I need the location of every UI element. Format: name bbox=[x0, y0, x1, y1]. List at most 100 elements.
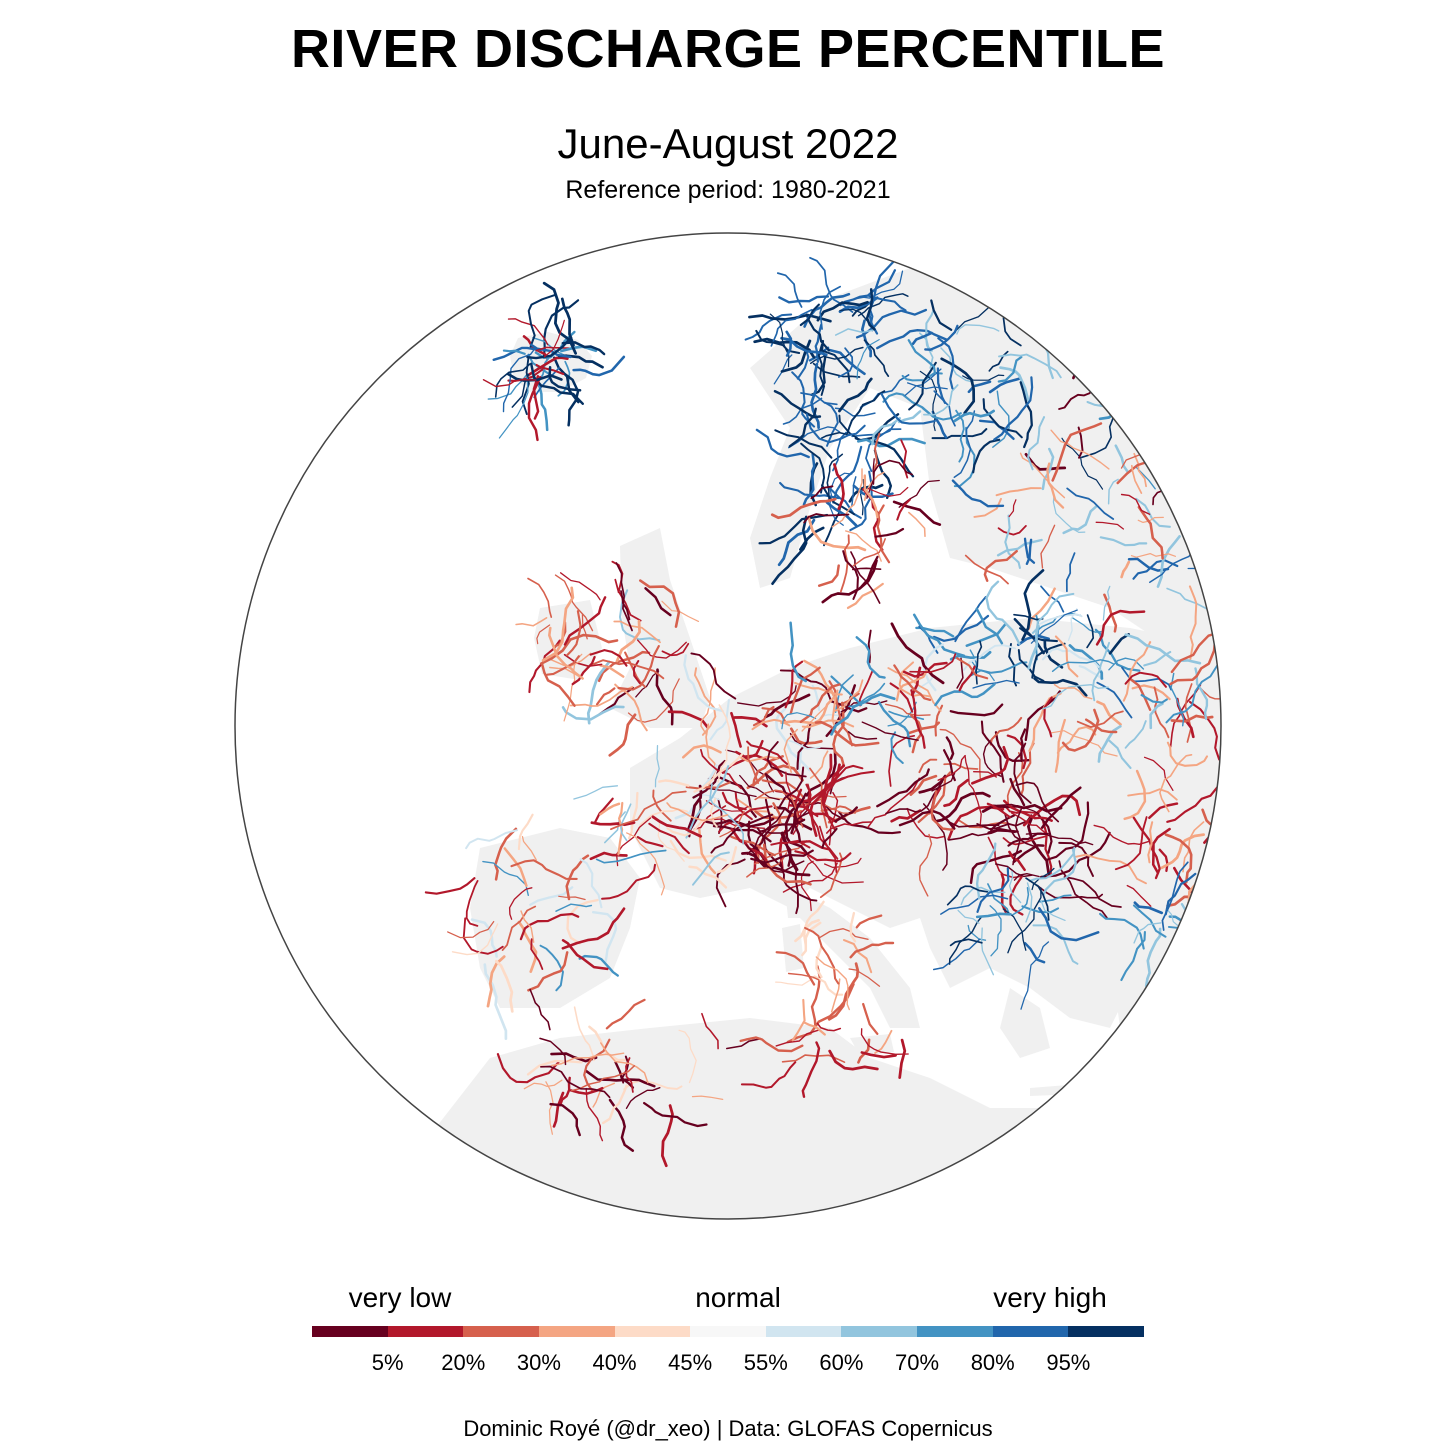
river-segment bbox=[975, 912, 1012, 919]
river-segment bbox=[715, 858, 746, 908]
river-segment bbox=[1047, 286, 1060, 317]
river-segment bbox=[890, 809, 922, 823]
river-segment bbox=[845, 530, 882, 562]
river-segment bbox=[989, 716, 1023, 746]
river-segment bbox=[515, 617, 548, 627]
river-segment bbox=[821, 764, 864, 799]
river-segment bbox=[802, 452, 816, 506]
river-segment bbox=[595, 687, 616, 706]
river-segment bbox=[740, 1061, 797, 1089]
river-segment bbox=[589, 851, 628, 861]
river-segment bbox=[1043, 696, 1053, 738]
river-segment bbox=[922, 803, 948, 871]
river-segment bbox=[949, 650, 992, 661]
river-segment bbox=[851, 476, 857, 508]
legend-tick-label: 40% bbox=[592, 1350, 637, 1375]
river-segment bbox=[1199, 686, 1221, 705]
river-segment bbox=[709, 797, 718, 828]
river-segment bbox=[683, 654, 724, 713]
river-segment bbox=[1147, 327, 1171, 367]
river-segment bbox=[502, 349, 526, 355]
river-segment bbox=[755, 329, 801, 355]
river-segment bbox=[721, 791, 747, 811]
river-segment bbox=[1083, 280, 1113, 342]
river-segment bbox=[1046, 801, 1090, 861]
river-segment bbox=[1156, 296, 1170, 363]
map-subtitle: June-August 2022 bbox=[557, 120, 899, 167]
legend-tick-label: 30% bbox=[516, 1350, 561, 1375]
river-segment bbox=[953, 409, 995, 423]
river-segment bbox=[532, 336, 569, 358]
river-segment bbox=[833, 679, 864, 713]
river-segment bbox=[1066, 487, 1115, 520]
river-segment bbox=[1019, 381, 1033, 449]
river-segment bbox=[615, 562, 633, 632]
river-segment bbox=[635, 670, 660, 698]
river-segment bbox=[627, 678, 680, 723]
river-segment bbox=[1096, 681, 1133, 719]
river-segment bbox=[1153, 686, 1170, 739]
river-segment bbox=[539, 944, 564, 992]
river-segment bbox=[503, 847, 528, 887]
river-segment bbox=[857, 293, 909, 317]
river-segment bbox=[579, 858, 603, 909]
river-segment bbox=[971, 745, 1010, 785]
legend-swatch bbox=[387, 1326, 464, 1337]
river-segment bbox=[747, 820, 770, 868]
legend-swatch bbox=[917, 1326, 993, 1337]
river-segment bbox=[1058, 860, 1108, 919]
river-segment bbox=[549, 652, 592, 667]
river-segment bbox=[983, 549, 1018, 582]
river-segment bbox=[739, 774, 780, 801]
river-segment bbox=[907, 339, 937, 375]
river-segment bbox=[601, 1084, 628, 1125]
river-segment bbox=[1126, 884, 1152, 907]
river-segment bbox=[1099, 912, 1145, 950]
river-segment bbox=[526, 356, 569, 377]
river-segment bbox=[1056, 725, 1097, 754]
river-segment bbox=[975, 842, 997, 900]
river-segment bbox=[955, 409, 965, 463]
river-segment bbox=[813, 975, 844, 996]
river-segment bbox=[1143, 756, 1174, 791]
river-segment bbox=[1159, 754, 1193, 813]
river-segment bbox=[521, 357, 530, 416]
globe-outline bbox=[234, 232, 1222, 1220]
europe-discharge-map bbox=[234, 232, 1222, 1220]
river-segment bbox=[550, 1052, 598, 1063]
river-segment bbox=[642, 1101, 708, 1128]
river-segment bbox=[829, 699, 868, 713]
river-segment bbox=[1171, 433, 1201, 455]
river-segment bbox=[1004, 514, 1021, 569]
river-segment bbox=[860, 555, 879, 588]
river-segment bbox=[701, 1012, 719, 1050]
river-segment bbox=[785, 330, 793, 357]
river-segment bbox=[1108, 739, 1132, 769]
river-segment bbox=[1179, 326, 1218, 373]
river-segment bbox=[814, 720, 880, 747]
river-segment bbox=[712, 824, 772, 843]
river-segment bbox=[535, 363, 565, 376]
river-segment bbox=[797, 736, 811, 773]
river-segment bbox=[818, 825, 838, 873]
river-segment bbox=[1144, 927, 1162, 988]
river-segment bbox=[816, 1022, 842, 1032]
river-segment bbox=[944, 817, 1000, 828]
river-segment bbox=[1216, 852, 1221, 913]
river-segment bbox=[980, 720, 1005, 783]
river-segment bbox=[1041, 447, 1055, 491]
river-segment bbox=[989, 905, 1002, 957]
river-segment bbox=[1015, 781, 1060, 823]
river-segment bbox=[583, 1038, 611, 1093]
river-segment bbox=[651, 815, 703, 838]
river-segment bbox=[1112, 379, 1157, 432]
river-segment bbox=[857, 437, 926, 448]
river-segment bbox=[769, 313, 790, 368]
river-segment bbox=[1123, 769, 1147, 821]
river-segment bbox=[1149, 549, 1194, 584]
map-title: RIVER DISCHARGE PERCENTILE bbox=[290, 19, 1166, 79]
river-segment bbox=[709, 698, 730, 741]
river-segment bbox=[747, 746, 759, 784]
river-segment bbox=[918, 758, 938, 774]
legend-tick-label: 60% bbox=[819, 1350, 864, 1375]
